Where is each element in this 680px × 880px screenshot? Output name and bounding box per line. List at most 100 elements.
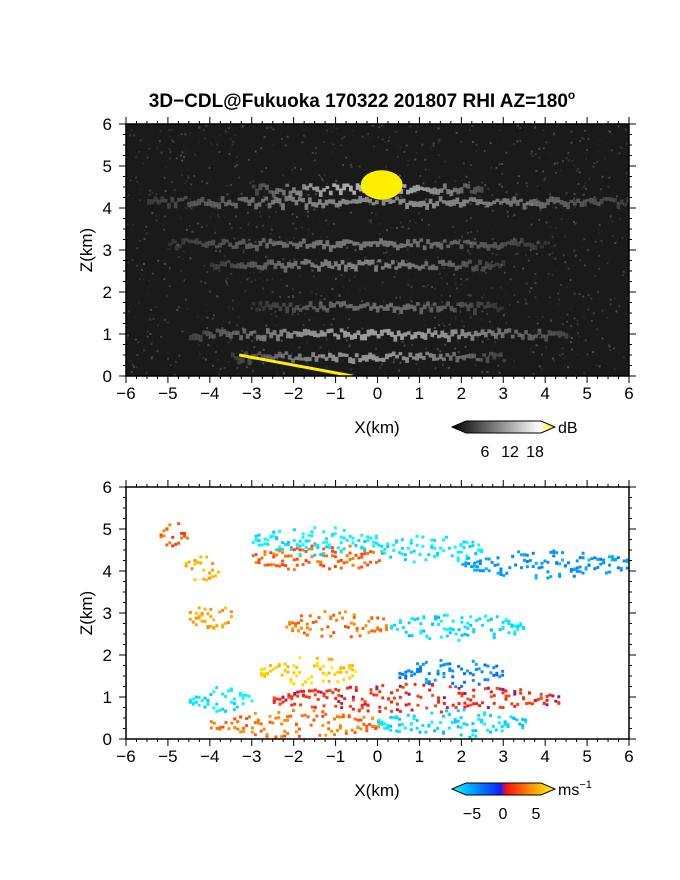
velocity-cell bbox=[366, 704, 370, 707]
noise-speck bbox=[155, 215, 158, 218]
reflectivity-cell bbox=[323, 332, 327, 337]
velocity-cell bbox=[242, 726, 246, 730]
noise-speck bbox=[158, 140, 161, 143]
noise-speck bbox=[187, 140, 190, 143]
velocity-cell bbox=[330, 729, 334, 733]
reflectivity-cell bbox=[519, 198, 523, 203]
velocity-cell bbox=[284, 698, 288, 702]
noise-speck bbox=[427, 223, 430, 226]
velocity-cell bbox=[472, 694, 476, 698]
velocity-cell bbox=[340, 701, 344, 705]
noise-speck bbox=[181, 330, 184, 333]
noise-speck bbox=[142, 162, 145, 165]
reflectivity-cell bbox=[358, 357, 362, 363]
noise-speck bbox=[270, 313, 273, 316]
velocity-cell bbox=[336, 560, 340, 563]
noise-speck bbox=[340, 273, 343, 276]
reflectivity-cell bbox=[264, 196, 269, 201]
noise-speck bbox=[334, 189, 337, 192]
reflectivity-cell bbox=[308, 243, 313, 248]
noise-speck bbox=[469, 202, 472, 205]
noise-speck bbox=[566, 341, 569, 344]
noise-speck bbox=[178, 354, 181, 357]
velocity-cell bbox=[476, 568, 479, 572]
reflectivity-cell bbox=[469, 190, 474, 194]
noise-speck bbox=[425, 347, 428, 350]
velocity-cell bbox=[407, 634, 411, 638]
reflectivity-cell bbox=[234, 241, 239, 249]
velocity-cell bbox=[558, 562, 562, 566]
velocity-cell bbox=[407, 669, 411, 673]
noise-speck bbox=[348, 345, 351, 348]
velocity-cell bbox=[330, 666, 334, 670]
noise-speck bbox=[272, 240, 275, 243]
velocity-cell bbox=[323, 610, 327, 613]
noise-speck bbox=[228, 321, 231, 324]
noise-speck bbox=[127, 261, 130, 264]
velocity-cell bbox=[497, 721, 501, 725]
noise-speck bbox=[348, 268, 351, 271]
velocity-cell bbox=[439, 619, 443, 623]
noise-speck bbox=[555, 163, 558, 166]
velocity-cell bbox=[513, 632, 517, 636]
noise-speck bbox=[437, 127, 440, 130]
noise-speck bbox=[126, 356, 129, 359]
velocity-cell bbox=[425, 635, 429, 639]
velocity-cell bbox=[159, 535, 163, 539]
noise-speck bbox=[213, 207, 216, 210]
velocity-cell bbox=[566, 561, 570, 565]
velocity-cell bbox=[269, 551, 273, 555]
velocity-cell bbox=[337, 693, 341, 697]
velocity-cell bbox=[251, 554, 255, 558]
velocity-cell bbox=[233, 726, 237, 729]
velocity-cell bbox=[472, 628, 476, 632]
noise-speck bbox=[526, 317, 529, 320]
noise-speck bbox=[349, 211, 352, 214]
noise-speck bbox=[314, 258, 317, 261]
noise-speck bbox=[427, 169, 430, 172]
x-tick-label: 4 bbox=[540, 384, 549, 403]
reflectivity-cell bbox=[530, 334, 535, 341]
noise-speck bbox=[535, 136, 538, 139]
noise-speck bbox=[295, 227, 298, 230]
velocity-cell bbox=[466, 626, 470, 630]
velocity-cell bbox=[506, 724, 510, 728]
noise-speck bbox=[345, 339, 348, 342]
noise-speck bbox=[226, 277, 229, 280]
velocity-cell bbox=[316, 543, 320, 547]
noise-speck bbox=[243, 352, 246, 355]
velocity-cell bbox=[381, 684, 385, 687]
noise-speck bbox=[312, 275, 315, 278]
velocity-cell bbox=[416, 703, 420, 707]
reflectivity-cell bbox=[315, 240, 320, 246]
noise-speck bbox=[415, 223, 418, 226]
reflectivity-cell bbox=[477, 332, 482, 336]
velocity-cell bbox=[516, 703, 520, 706]
noise-speck bbox=[584, 157, 587, 160]
reflectivity-cell bbox=[146, 198, 151, 205]
reflectivity-cell bbox=[268, 238, 273, 245]
velocity-cell bbox=[483, 614, 487, 618]
velocity-cell bbox=[224, 621, 228, 625]
noise-speck bbox=[332, 318, 335, 321]
velocity-cell bbox=[468, 671, 472, 675]
velocity-cell bbox=[250, 730, 254, 734]
reflectivity-cell bbox=[389, 240, 394, 246]
velocity-cell bbox=[463, 691, 467, 695]
velocity-cell bbox=[315, 656, 319, 660]
noise-speck bbox=[465, 175, 468, 178]
reflectivity-cell bbox=[408, 200, 413, 206]
velocity-cell bbox=[558, 574, 562, 578]
noise-speck bbox=[307, 228, 310, 231]
velocity-cell bbox=[473, 568, 477, 572]
noise-speck bbox=[327, 223, 330, 226]
velocity-cell bbox=[316, 546, 320, 550]
velocity-cell bbox=[501, 625, 505, 629]
noise-speck bbox=[423, 324, 426, 327]
velocity-cell bbox=[527, 691, 531, 695]
velocity-cell bbox=[245, 717, 248, 721]
velocity-cell bbox=[322, 692, 326, 696]
velocity-cell bbox=[416, 662, 419, 666]
noise-speck bbox=[513, 265, 516, 268]
noise-speck bbox=[610, 243, 613, 246]
